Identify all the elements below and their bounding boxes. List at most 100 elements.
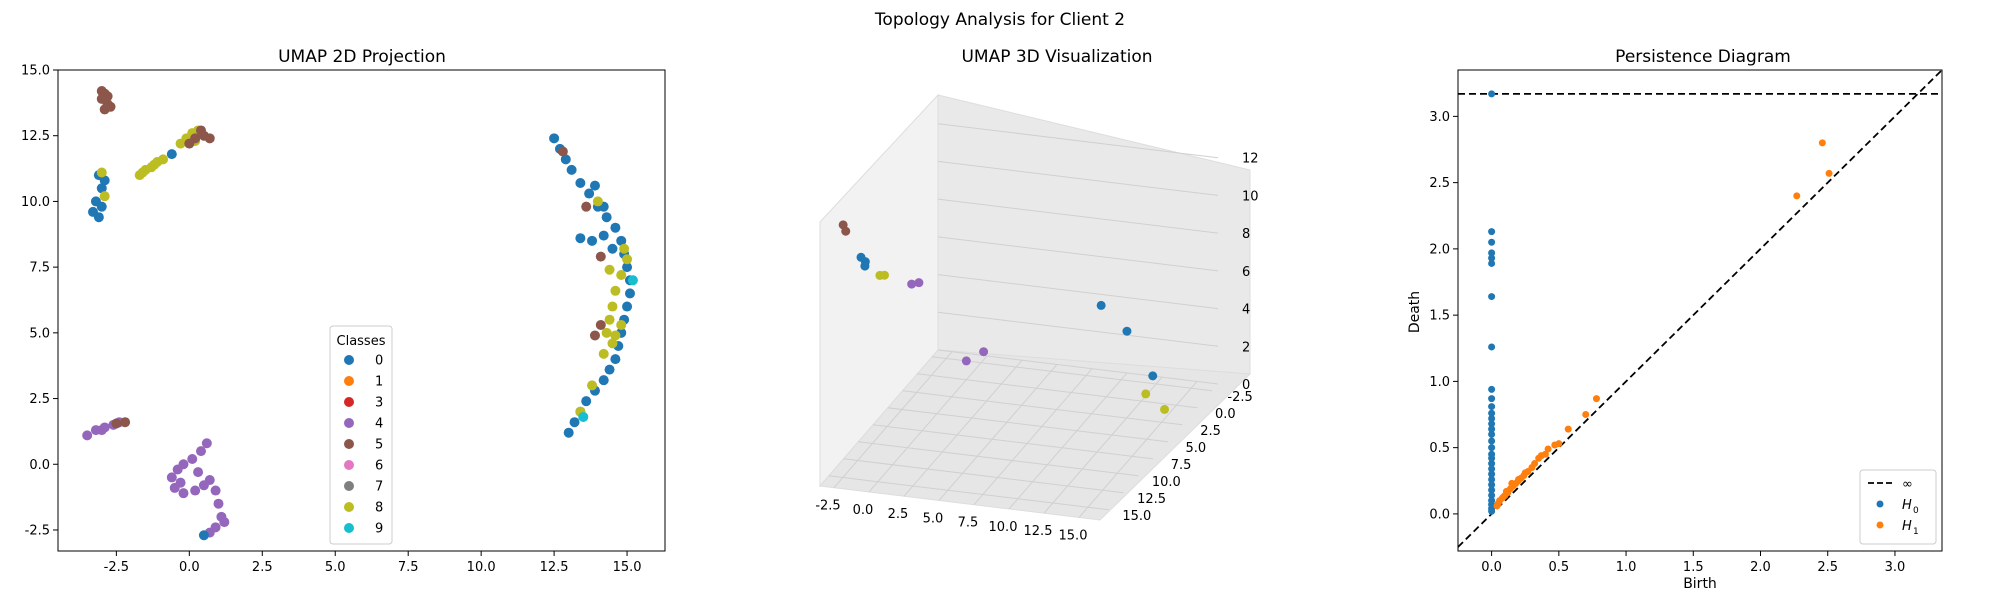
legend-label: 1: [375, 375, 383, 390]
persistence-x-ticks: 0.0 0.5 1.0 1.5 2.0 2.5 3.0: [1481, 551, 1905, 575]
persistence-ylabel: Death: [1407, 291, 1423, 333]
scatter-point: [592, 196, 603, 207]
x-tick-label: 5.0: [325, 560, 346, 575]
grid-line: [1078, 381, 1198, 518]
scatter-point: [563, 427, 574, 438]
scatter-point: [1555, 440, 1563, 448]
scatter-point: [575, 233, 586, 244]
grid-line: [1008, 372, 1128, 510]
x-tick-label: 12.5: [540, 560, 569, 575]
scatter-point: [172, 464, 183, 475]
grid-line: [932, 356, 1213, 392]
x-tick-label: 3.0: [1885, 560, 1906, 575]
y-tick-label: 7.5: [1171, 458, 1192, 473]
legend-label: 4: [375, 417, 383, 432]
scatter-point: [575, 178, 586, 189]
scatter-point: [616, 270, 627, 281]
grid-line: [973, 368, 1093, 506]
scatter-point: [1488, 343, 1496, 351]
scatter-point: [619, 243, 630, 254]
scatter-point: [1141, 389, 1151, 399]
scatter-point: [1488, 249, 1496, 257]
scatter-point: [607, 338, 618, 349]
scatter-point: [1096, 300, 1106, 310]
scatter-point: [622, 254, 633, 265]
y-tick-label: -2.5: [25, 523, 50, 538]
scatter-point: [587, 235, 598, 246]
scatter-point: [1544, 445, 1552, 453]
y-tick-label: 0.0: [1215, 407, 1236, 422]
x-tick-label: 0.5: [1548, 560, 1569, 575]
scatter-point: [1488, 444, 1496, 452]
scatter-point: [1148, 371, 1158, 381]
persistence-xlabel: Birth: [1683, 576, 1717, 592]
y-tick-label: 0.0: [29, 458, 50, 473]
x-tick-label: 0.0: [853, 503, 874, 518]
scatter-point: [841, 226, 851, 236]
scatter-point: [195, 446, 206, 457]
scatter-point: [880, 270, 889, 280]
grid-line: [937, 236, 1219, 272]
figure-title: Topology Analysis for Client 2: [874, 10, 1125, 30]
y-tick-label: 0.0: [1429, 507, 1450, 522]
x-tick-label: 10.0: [989, 520, 1018, 535]
y-tick-label: 2.0: [1429, 242, 1450, 257]
scatter-point: [102, 91, 113, 102]
legend-marker: [344, 418, 354, 428]
x-tick-label: 0.0: [1481, 560, 1502, 575]
scatter-point: [578, 411, 589, 422]
persistence-y-ticks: 0.0 0.5 1.0 1.5 2.0 2.5 3.0: [1429, 110, 1458, 522]
y-tick-label: 2.5: [29, 392, 50, 407]
grid-line: [902, 390, 1183, 426]
scatter-point: [1582, 411, 1590, 419]
scatter-point: [616, 319, 627, 330]
diagonal-line: [1457, 69, 1943, 548]
scatter-point: [914, 278, 924, 288]
scatter-point: [907, 279, 917, 289]
scatter-point: [120, 417, 131, 428]
scatter-point: [601, 327, 612, 338]
scatter-point: [1521, 469, 1529, 477]
scatter-point: [1488, 454, 1496, 462]
scatter-point: [96, 167, 107, 178]
scatter-point: [610, 285, 621, 296]
umap-3d-grid: [828, 123, 1219, 518]
persistence-panel: Persistence Diagram 0.0 0.5 1.0 1.5 2.0 2.5 3.…: [1407, 47, 1943, 592]
persistence-points: [1488, 90, 1833, 515]
scatter-point: [581, 201, 592, 212]
scatter-point: [610, 222, 621, 233]
scatter-point: [166, 149, 177, 160]
persistence-title: Persistence Diagram: [1615, 47, 1791, 67]
umap-3d-panel: UMAP 3D Visualization -2.5 0.0 2.5 5.0 7.5 10…: [815, 47, 1258, 543]
x-tick-label: 12.5: [1024, 524, 1053, 539]
scatter-point: [1541, 450, 1549, 458]
legend-label: 9: [375, 522, 383, 537]
scatter-point: [598, 230, 609, 241]
x-tick-label: -2.5: [815, 499, 840, 514]
legend-frame: [1859, 469, 1937, 545]
scatter-point: [219, 517, 230, 528]
grid-line: [868, 355, 988, 493]
z-tick-label: 10: [1242, 189, 1259, 204]
legend-label: 6: [375, 459, 383, 474]
y-tick-label: -2.5: [1227, 390, 1252, 405]
scatter-point: [601, 212, 612, 223]
x-tick-label: 2.5: [888, 507, 909, 522]
scatter-point: [137, 167, 148, 178]
x-tick-label: 2.0: [1750, 560, 1771, 575]
scatter-point: [589, 330, 600, 341]
legend-label-subscript: 1: [1913, 527, 1919, 537]
legend-marker: [1876, 521, 1884, 529]
legend-label-subscript: 0: [1913, 506, 1919, 516]
legend-label: ∞: [1902, 477, 1913, 492]
umap-2d-title: UMAP 2D Projection: [278, 47, 446, 67]
scatter-point: [1488, 90, 1496, 98]
legend-marker: [344, 523, 354, 533]
grid-line: [937, 311, 1219, 347]
scatter-point: [96, 183, 107, 194]
grid-line: [937, 198, 1219, 234]
legend-label: H: [1902, 498, 1912, 513]
legend-label: 5: [375, 438, 383, 453]
scatter-point: [82, 430, 93, 441]
scatter-point: [1488, 475, 1496, 483]
